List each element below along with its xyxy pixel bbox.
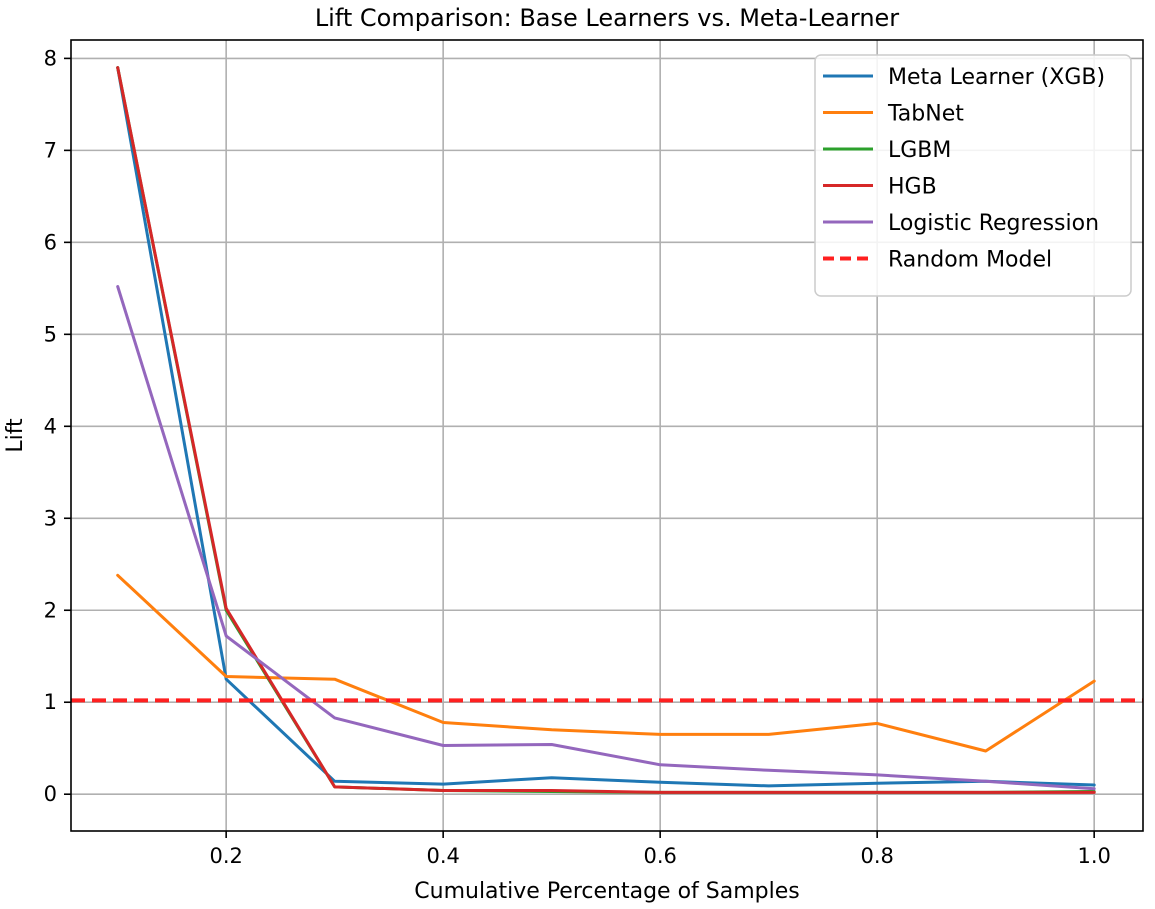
- x-tick-label: 0.6: [643, 844, 676, 868]
- x-tick-label: 0.8: [860, 844, 893, 868]
- legend-label-hgb: HGB: [888, 175, 937, 200]
- legend-box: [814, 54, 1132, 297]
- legend-label-random-model: Random Model: [888, 248, 1052, 273]
- y-tick-label: 5: [44, 322, 57, 346]
- y-tick-label: 3: [44, 506, 57, 530]
- legend-label-tabnet: TabNet: [887, 102, 964, 127]
- legend-label-logistic-regression: Logistic Regression: [888, 211, 1099, 236]
- chart-title: Lift Comparison: Base Learners vs. Meta-…: [315, 4, 899, 32]
- x-tick-label: 1.0: [1077, 844, 1110, 868]
- series-layer: [71, 66, 1143, 794]
- y-axis-title: Lift: [3, 418, 28, 453]
- series-line-meta-learner-xgb: [116, 66, 1096, 788]
- y-tick-label: 8: [44, 46, 57, 70]
- y-tick-label: 6: [44, 230, 57, 254]
- y-tick-label: 0: [44, 782, 57, 806]
- axis-ticks: 0.2 0.4 0.6 0.8 1.0 0 1 2 3 4 5 6 7 8: [44, 46, 1111, 868]
- plot-frame: [70, 39, 1144, 832]
- series-line-hgb: [116, 66, 1096, 794]
- legend-label-lgbm: LGBM: [888, 138, 951, 163]
- x-tick-label: 0.4: [426, 844, 459, 868]
- y-tick-label: 4: [44, 414, 57, 438]
- x-tick-label: 0.2: [209, 844, 242, 868]
- y-tick-label: 7: [44, 138, 57, 162]
- legend: Meta Learner (XGB) TabNet LGBM HGB Logistic …: [814, 54, 1132, 297]
- legend-label-meta-learner-xgb: Meta Learner (XGB): [888, 65, 1105, 90]
- series-line-logistic-regression: [116, 285, 1096, 791]
- y-tick-label: 1: [44, 690, 57, 714]
- x-axis-title: Cumulative Percentage of Samples: [414, 879, 799, 904]
- y-tick-label: 2: [44, 598, 57, 622]
